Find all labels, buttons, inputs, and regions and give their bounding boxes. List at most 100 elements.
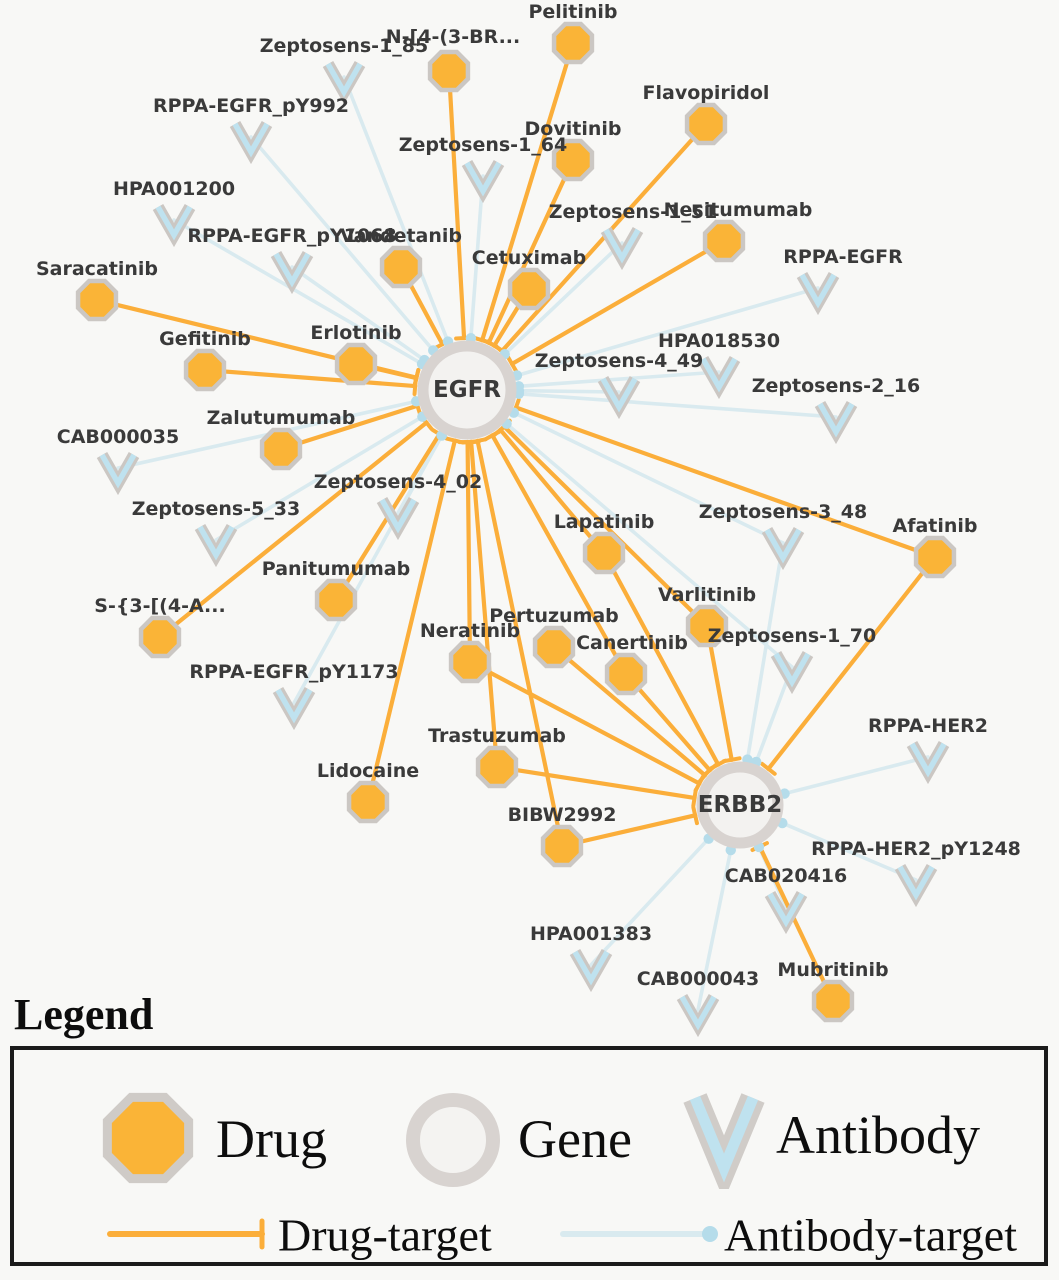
drug-octagon xyxy=(551,138,595,182)
drug-target-tee-marker xyxy=(467,437,488,445)
label-zeptosens-1-51: Zeptosens-1_51 xyxy=(549,201,717,223)
node-hpa018530[interactable] xyxy=(697,356,741,400)
label-erbb2: ERBB2 xyxy=(698,792,783,818)
node-flavopiridol[interactable] xyxy=(684,102,728,146)
node-zeptosens-4-49[interactable] xyxy=(597,376,641,420)
edge-necitumumab-egfr xyxy=(509,238,727,367)
node-rppa-egfr-py1068[interactable] xyxy=(270,251,314,295)
label-neratinib: Neratinib xyxy=(420,620,520,642)
label-dovitinib: Dovitinib xyxy=(525,118,622,140)
label-zeptosens-4-49: Zeptosens-4_49 xyxy=(535,350,703,372)
node-erbb2[interactable] xyxy=(696,761,784,849)
node-rppa-egfr-py992[interactable] xyxy=(229,121,273,165)
label-panitumumab: Panitumumab xyxy=(262,558,410,580)
node-cab020416[interactable] xyxy=(764,891,808,935)
antibody-chevron xyxy=(909,742,947,778)
drug-target-tee-marker xyxy=(483,429,502,442)
node-cab000043[interactable] xyxy=(676,994,720,1038)
node-rppa-egfr[interactable] xyxy=(796,272,840,316)
node-rppa-her2[interactable] xyxy=(906,741,950,785)
label-pertuzumab: Pertuzumab xyxy=(489,605,619,627)
edge-trastuzumab-egfr xyxy=(469,439,500,770)
node-zalutumumab[interactable] xyxy=(259,427,303,471)
antibody-chevron xyxy=(767,892,805,928)
node-trastuzumab[interactable] xyxy=(475,745,519,789)
node-afatinib[interactable] xyxy=(913,535,957,579)
label-zeptosens-5-33: Zeptosens-5_33 xyxy=(132,498,300,520)
node-varlitinib[interactable] xyxy=(685,604,729,648)
node-zeptosens-1-64[interactable] xyxy=(461,160,505,204)
node-neratinib[interactable] xyxy=(448,640,492,684)
drug-octagon xyxy=(259,427,303,471)
antibody-chevron xyxy=(275,688,313,724)
antibody-chevron xyxy=(99,453,137,489)
label-n4-3br: N-[4-(3-BR... xyxy=(386,26,520,48)
antibody-chevron xyxy=(155,205,193,241)
drug-octagon xyxy=(684,102,728,146)
node-cetuximab[interactable] xyxy=(507,267,551,311)
drug-target-tee-marker xyxy=(412,368,421,388)
node-zeptosens-1-85[interactable] xyxy=(322,61,366,105)
antibody-chevron-fill xyxy=(689,1095,759,1183)
edge-zeptosens-1-51-egfr xyxy=(502,241,624,357)
node-zeptosens-4-02[interactable] xyxy=(376,497,420,541)
layer-labels: EGFR ERBB2 Pelitinib N-[4-(3-BR... Flavopiri… xyxy=(36,1,1021,990)
node-lapatinib[interactable] xyxy=(582,531,626,575)
node-saracatinib[interactable] xyxy=(75,278,119,322)
drug-octagon xyxy=(532,625,576,669)
node-vandetanib[interactable] xyxy=(379,245,423,289)
edge-varlitinib-egfr xyxy=(501,424,710,629)
node-bibw2992[interactable] xyxy=(540,824,584,868)
edge-mubritinib-erbb2 xyxy=(757,844,836,1004)
node-gefitinib[interactable] xyxy=(183,348,227,392)
node-zeptosens-3-48[interactable] xyxy=(761,527,805,571)
label-vandetanib: Vandetanib xyxy=(340,225,462,247)
antibody-chevron xyxy=(799,273,837,309)
node-panitumumab[interactable] xyxy=(314,578,358,622)
edge-s3-4a-egfr xyxy=(157,420,429,640)
layer-edges-antibody xyxy=(116,75,930,1012)
label-flavopiridol: Flavopiridol xyxy=(643,82,770,104)
node-mubritinib[interactable] xyxy=(811,979,855,1023)
node-dovitinib[interactable] xyxy=(551,138,595,182)
edge-n4-3br-egfr xyxy=(446,68,467,341)
gene-circle-shape xyxy=(406,1093,500,1187)
node-n4-3br[interactable] xyxy=(427,49,471,93)
edge-hpa018530-egfr xyxy=(517,370,721,389)
label-zalutumumab: Zalutumumab xyxy=(207,407,356,429)
edge-rppa-egfr-py1068-egfr xyxy=(290,265,427,362)
node-pertuzumab[interactable] xyxy=(532,625,576,669)
antibody-chevron xyxy=(325,62,363,98)
drug-octagon xyxy=(314,578,358,622)
node-zeptosens-1-51[interactable] xyxy=(600,227,644,271)
drug-octagon xyxy=(604,652,648,696)
gene-circle-icon xyxy=(406,1093,500,1187)
node-hpa001383[interactable] xyxy=(569,949,613,993)
edge-bibw2992-egfr xyxy=(475,438,565,849)
label-bibw2992: BIBW2992 xyxy=(508,804,617,826)
label-hpa001383: HPA001383 xyxy=(530,923,652,945)
node-necitumumab[interactable] xyxy=(702,219,746,263)
node-rppa-her2-py1248[interactable] xyxy=(894,864,938,908)
edge-zeptosens-4-49-egfr xyxy=(517,388,621,394)
node-zeptosens-1-70[interactable] xyxy=(770,651,814,695)
node-erlotinib[interactable] xyxy=(334,342,378,386)
node-egfr[interactable] xyxy=(417,340,517,440)
node-lidocaine[interactable] xyxy=(346,780,390,824)
label-mubritinib: Mubritinib xyxy=(777,959,888,981)
edge-canertinib-erbb2 xyxy=(623,671,712,773)
node-s3-4a[interactable] xyxy=(138,615,182,659)
edge-pertuzumab-erbb2 xyxy=(551,644,708,778)
node-cab000035[interactable] xyxy=(96,452,140,496)
label-canertinib: Canertinib xyxy=(576,632,688,654)
drug-octagon xyxy=(138,615,182,659)
node-hpa001200[interactable] xyxy=(152,204,196,248)
antibody-chevron xyxy=(464,161,502,197)
node-canertinib[interactable] xyxy=(604,652,648,696)
node-zeptosens-2-16[interactable] xyxy=(814,401,858,445)
node-pelitinib[interactable] xyxy=(551,21,595,65)
label-zeptosens-3-48: Zeptosens-3_48 xyxy=(699,501,867,523)
node-zeptosens-5-33[interactable] xyxy=(194,524,238,568)
drug-octagon xyxy=(75,278,119,322)
node-rppa-egfr-py1173[interactable] xyxy=(272,687,316,731)
